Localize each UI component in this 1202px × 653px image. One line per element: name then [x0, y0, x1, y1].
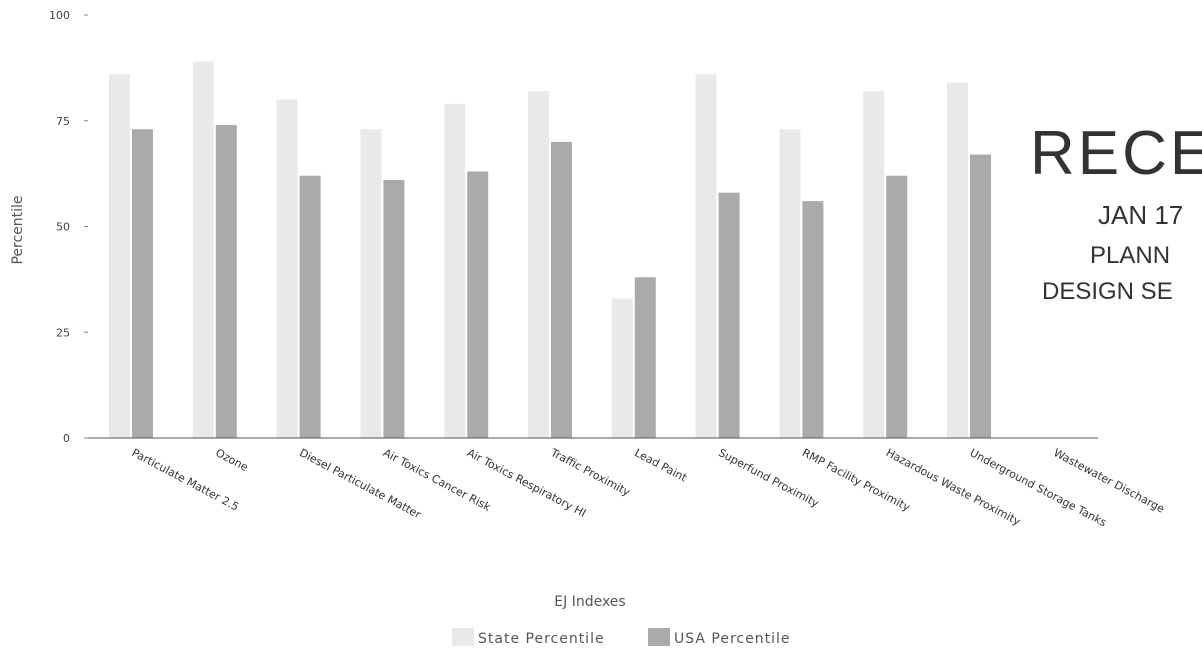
- bar-usa-percentile-particulate-matter-2-5: [132, 129, 153, 438]
- bar-usa-percentile-lead-paint: [635, 277, 656, 438]
- bar-state-percentile-underground-storage-tanks: [947, 83, 968, 438]
- bar-state-percentile-traffic-proximity: [528, 91, 549, 438]
- bar-usa-percentile-air-toxics-respiratory-hi: [467, 172, 488, 438]
- bar-usa-percentile-superfund-proximity: [719, 193, 740, 438]
- x-tick-label-traffic-proximity: Traffic Proximity: [548, 446, 633, 499]
- bar-state-percentile-air-toxics-respiratory-hi: [444, 104, 465, 438]
- bar-state-percentile-air-toxics-cancer-risk: [360, 129, 381, 438]
- received-stamp-section: DESIGN SE: [1042, 278, 1173, 306]
- x-tick-label-hazardous-waste-proximity: Hazardous Waste Proximity: [884, 446, 1023, 528]
- y-axis-ticks: 0 25 50 75 100: [49, 9, 88, 445]
- legend-label-usa-percentile: USA Percentile: [674, 631, 791, 647]
- x-axis-title: EJ Indexes: [554, 594, 625, 610]
- y-tick-label: 0: [63, 432, 70, 445]
- bar-usa-percentile-traffic-proximity: [551, 142, 572, 438]
- y-tick-label: 25: [56, 326, 70, 339]
- x-tick-label-underground-storage-tanks: Underground Storage Tanks: [968, 446, 1109, 529]
- legend: State Percentile USA Percentile: [452, 628, 791, 647]
- received-stamp-department: PLANN: [1090, 242, 1170, 270]
- bar-state-percentile-rmp-facility-proximity: [779, 129, 800, 438]
- bar-state-percentile-lead-paint: [612, 298, 633, 438]
- y-tick-label: 50: [56, 221, 70, 234]
- y-tick-label: 75: [56, 115, 70, 128]
- y-tick-label: 100: [49, 9, 70, 22]
- x-tick-label-ozone: Ozone: [213, 446, 250, 474]
- bar-state-percentile-particulate-matter-2-5: [109, 74, 130, 438]
- bar-usa-percentile-underground-storage-tanks: [970, 155, 991, 438]
- bar-usa-percentile-ozone: [216, 125, 237, 438]
- received-stamp-date: JAN 17: [1098, 200, 1183, 231]
- bar-state-percentile-ozone: [193, 62, 214, 438]
- received-stamp-word: RECE: [1030, 118, 1202, 189]
- bar-usa-percentile-diesel-particulate-matter: [300, 176, 321, 438]
- y-axis-title: Percentile: [10, 195, 26, 264]
- bar-usa-percentile-rmp-facility-proximity: [802, 201, 823, 438]
- bar-state-percentile-diesel-particulate-matter: [277, 100, 298, 438]
- bar-usa-percentile-air-toxics-cancer-risk: [383, 180, 404, 438]
- legend-swatch-state-percentile: [452, 628, 474, 646]
- legend-label-state-percentile: State Percentile: [478, 631, 605, 647]
- x-tick-label-lead-paint: Lead Paint: [632, 446, 689, 485]
- bars: [109, 62, 991, 438]
- bar-state-percentile-hazardous-waste-proximity: [863, 91, 884, 438]
- bar-state-percentile-superfund-proximity: [696, 74, 717, 438]
- bar-usa-percentile-hazardous-waste-proximity: [886, 176, 907, 438]
- legend-swatch-usa-percentile: [648, 628, 670, 646]
